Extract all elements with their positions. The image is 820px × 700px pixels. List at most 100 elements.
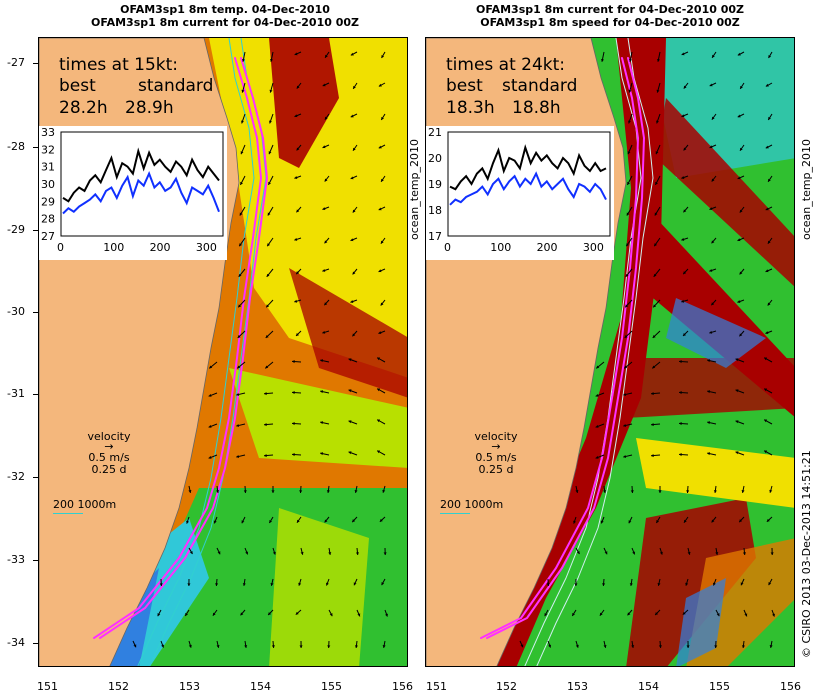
velocity-arrow [654,175,661,186]
velocity-arrow [322,330,330,334]
velocity-arrow [654,609,661,616]
velocity-arrow [575,640,579,648]
velocity-arrow [187,578,191,587]
velocity-arrow [291,391,302,395]
velocity-arrow [296,516,302,524]
velocity-arrow [735,451,745,456]
velocity-arrow [683,144,689,151]
velocity-arrow [320,452,330,456]
velocity-arrow [769,640,773,648]
standard-time: 18.8h [512,98,561,118]
inset-y-tick-label: 28 [41,213,55,226]
velocity-arrow [267,175,274,186]
velocity-arrow [328,609,333,617]
velocity-arrow [739,82,745,90]
velocity-arrow [263,391,274,396]
velocity-arrow [769,485,773,493]
velocity-arrow [595,361,605,369]
velocity-arrow [710,299,717,306]
velocity-arrow [351,516,358,523]
velocity-arrow [628,516,633,524]
velocity-arrow [132,640,137,648]
velocity-arrows [519,51,775,649]
velocity-arrow [595,392,605,397]
velocity-arrow [356,609,361,617]
velocity-arrow [650,391,661,396]
velocity-arrow [768,578,773,586]
velocity-arrow [269,82,274,93]
velocity-arrow [683,82,689,89]
depth-contour-200 [137,38,255,666]
velocity-arrow [627,609,633,616]
temperature-map-panel[interactable]: times at 15kt: best standard 28.2h 28.9h… [38,37,408,667]
velocity-arrow [681,113,689,118]
velocity-arrow [739,330,745,337]
velocity-arrow [380,175,386,183]
longitude-label: 151 [426,680,447,693]
velocity-arrow [573,516,577,524]
velocity-arrow [296,144,302,151]
velocity-arrow [765,82,773,87]
velocity-arrow [241,516,246,524]
depth-contour-legend: 200 1000m [440,498,504,511]
velocity-arrow [320,390,330,394]
velocity-arrow [765,206,773,211]
depth-contour-line-icon [440,513,470,514]
latitude-label: -30 [7,305,25,318]
velocity-arrow [263,453,274,458]
best-label: best [59,76,96,96]
latitude-tick [33,560,38,561]
velocity-arrow [291,360,302,364]
velocity-arrow [324,113,330,120]
velocity-arrow [595,454,605,459]
latitude-tick [33,230,38,231]
velocity-arrow [599,609,605,616]
velocity-arrow [188,640,192,648]
velocity-arrow [295,609,302,616]
longitude-label: 152 [496,680,517,693]
velocity-speed: 0.5 m/s [475,451,517,464]
velocity-arrow [655,516,661,524]
velocity-arrow [765,144,773,149]
velocity-arrow [272,547,276,555]
series-line-best [449,171,607,206]
velocity-arrow [766,516,773,523]
velocity-arrow [327,640,331,649]
velocity-arrow [575,547,580,555]
velocity-arrow [350,175,358,180]
velocity-arrow [681,51,689,56]
velocity-arrow [547,640,552,648]
speed-map-panel[interactable]: times at 24kt: best standard 18.3h 18.8h… [425,37,795,667]
velocity-arrow [241,113,246,124]
route-track-standard [486,57,645,639]
velocity-arrow [707,452,717,456]
latitude-label: -27 [7,56,25,69]
velocity-arrow [603,640,607,648]
cool-eddy [269,508,369,666]
velocity-arrow [240,609,246,616]
velocity-arrow [352,144,358,152]
velocity-arrow [267,609,274,616]
velocity-arrow [236,423,246,427]
velocity-arrow [237,299,246,308]
latitude-label: -31 [7,387,25,400]
velocity-arrow [213,516,218,524]
velocity-arrow [236,454,246,458]
velocity-arrow [737,51,745,56]
velocity-arrow [739,206,745,213]
inset-y-tick-label: 33 [41,126,55,139]
velocity-arrow [237,330,246,339]
velocity-arrow [767,299,773,306]
velocity-arrow [324,237,330,244]
velocity-arrow [767,175,773,183]
velocity-arrow [602,578,606,587]
velocity-arrow [682,330,689,337]
velocity-arrow [159,578,163,587]
velocity-arrow [626,206,633,216]
velocity-arrow [291,422,302,426]
velocity-arrow [352,268,358,275]
velocity-arrow [350,113,358,118]
velocity-arrow [291,453,302,457]
inset-x-tick-label: 200 [150,241,171,254]
standard-label: standard [502,76,578,96]
